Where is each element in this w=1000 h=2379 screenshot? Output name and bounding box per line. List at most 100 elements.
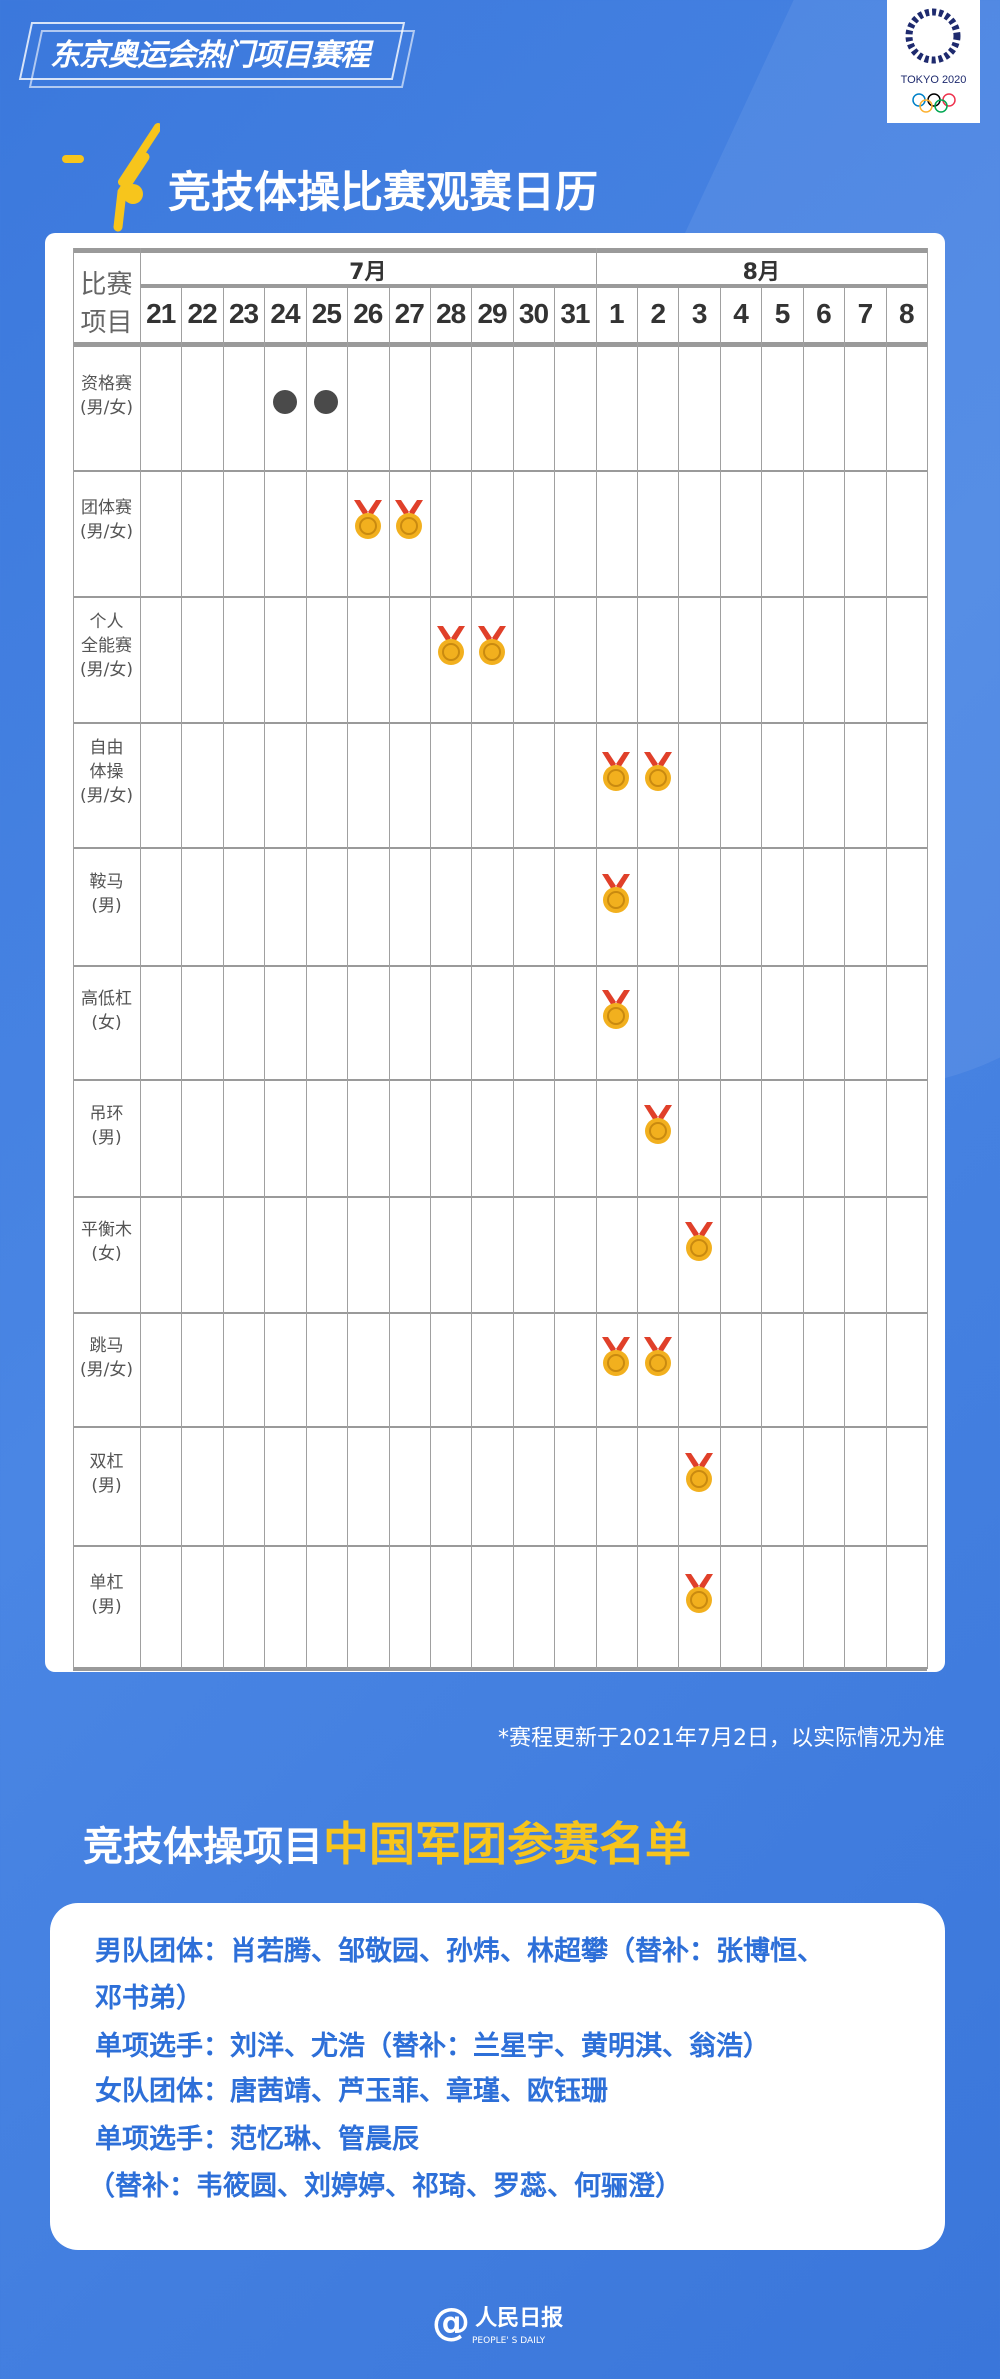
roster-line: （替补：韦筱圆、刘婷婷、祁琦、罗蕊、何骊澄） (88, 2171, 682, 2202)
column-divider (719, 288, 721, 1669)
event-label: 单杠 (男) (89, 1572, 124, 1617)
medal-icon (682, 1572, 716, 1616)
column-divider (388, 288, 390, 1669)
column-divider (347, 288, 349, 1669)
footnote: *赛程更新于2021年7月2日，以实际情况为准 (498, 1726, 945, 1751)
roster-card: 男队团体：肖若腾、邹敬园、孙炜、林超攀（替补：张博恒、 邓书弟） 单项选手：刘洋… (50, 1903, 945, 2250)
day-header: 28 (436, 298, 466, 329)
event-label: 自由 体操 (男/女) (80, 738, 133, 806)
day-header: 31 (560, 298, 590, 329)
banner-title: 东京奥运会热门项目赛程 (50, 38, 370, 73)
day-header: 8 (898, 298, 915, 329)
roster-line: 女队团体：唐茜靖、芦玉菲、章瑾、欧钰珊 (95, 2076, 608, 2107)
olympic-rings-icon (912, 93, 956, 113)
roster-title-white: 竞技体操项目 (83, 1824, 323, 1870)
logo-en: PEOPLE' S DAILY (472, 2336, 546, 2346)
column-divider (802, 288, 804, 1669)
medal-icon (682, 1220, 716, 1264)
event-label: 平衡木 (女) (81, 1220, 132, 1265)
row-divider (73, 1426, 927, 1428)
logo-cn: 人民日报 (475, 2306, 564, 2331)
roster-title: 竞技体操项目中国军团参赛名单 (83, 1808, 691, 1874)
row-divider (73, 1312, 927, 1314)
at-icon: @ (432, 2300, 470, 2344)
peoples-daily-logo: @ 人民日报 PEOPLE' S DAILY (432, 2300, 564, 2346)
event-label: 双杠 (男) (89, 1451, 124, 1496)
day-header: 26 (353, 298, 383, 329)
row-divider (73, 1196, 927, 1198)
column-divider (761, 288, 763, 1669)
medal-icon (641, 750, 675, 794)
day-header: 5 (774, 298, 791, 329)
row-divider (73, 1545, 927, 1547)
event-label: 团体赛 (男/女) (80, 498, 133, 543)
medal-icon (599, 750, 633, 794)
medal-icon (434, 624, 468, 668)
medal-icon (641, 1335, 675, 1379)
column-divider (554, 288, 556, 1669)
day-header: 4 (733, 298, 749, 329)
day-header: 25 (311, 298, 342, 329)
tokyo-2020-logo: TOKYO 2020 (887, 0, 980, 123)
day-header: 22 (187, 298, 218, 329)
medal-icon (351, 498, 385, 542)
row-divider (73, 847, 927, 849)
column-divider (678, 288, 680, 1669)
column-divider (264, 288, 266, 1669)
column-divider (844, 288, 846, 1669)
row-divider (73, 596, 927, 598)
calendar-card (45, 233, 945, 1672)
day-header: 3 (691, 298, 708, 329)
medal-icon (599, 1335, 633, 1379)
day-header: 7 (857, 298, 874, 329)
grid-left-border (73, 248, 74, 1669)
month-header: 8月 (742, 260, 780, 285)
medal-icon (599, 872, 633, 916)
roster-line: 男队团体：肖若腾、邹敬园、孙炜、林超攀（替补：张博恒、 (95, 1936, 824, 1967)
qualification-dot (314, 390, 339, 415)
day-header: 6 (816, 298, 832, 329)
column-divider (512, 288, 514, 1669)
tokyo-emblem-icon (905, 8, 961, 64)
day-header: 21 (146, 298, 176, 329)
medal-icon (599, 988, 633, 1032)
medal-icon (682, 1451, 716, 1495)
day-header: 2 (650, 298, 666, 329)
day-header: 30 (518, 298, 549, 329)
event-label: 跳马 (男/女) (80, 1335, 133, 1380)
corner-label: 比赛 项目 (80, 270, 133, 338)
row-divider (73, 722, 927, 724)
column-divider (885, 288, 887, 1669)
column-divider (595, 248, 597, 1669)
day-header: 27 (394, 298, 425, 329)
grid-bottom-bar (73, 1667, 927, 1671)
column-divider (471, 288, 473, 1669)
medal-icon (392, 498, 426, 542)
roster-line: 单项选手：范忆琳、管晨辰 (95, 2124, 419, 2155)
column-divider (181, 288, 183, 1669)
event-label: 高低杠 (女) (81, 988, 132, 1033)
day-header: 29 (477, 298, 507, 329)
event-label: 鞍马 (男) (89, 872, 124, 917)
column-divider (140, 248, 141, 1669)
roster-line: 单项选手：刘洋、尤浩（替补：兰星宇、黄明淇、翁浩） (95, 2031, 770, 2062)
logo-text: TOKYO 2020 (900, 74, 967, 86)
column-divider (429, 288, 431, 1669)
day-header: 1 (609, 298, 625, 329)
roster-line: 邓书弟） (95, 1983, 203, 2014)
row-divider (73, 1079, 927, 1081)
medal-icon (475, 624, 509, 668)
roster-title-yellow: 中国军团参赛名单 (323, 1817, 691, 1871)
event-label: 资格赛 (男/女) (80, 374, 133, 419)
column-divider (305, 288, 307, 1669)
medal-icon (641, 1103, 675, 1147)
grid-right-border (927, 248, 928, 1669)
row-divider (73, 965, 927, 967)
column-divider (222, 288, 224, 1669)
event-label: 吊环 (男) (89, 1103, 124, 1148)
row-divider (73, 470, 927, 472)
header-bottom-bar (73, 342, 927, 347)
gymnast-icon (62, 123, 160, 232)
day-header: 23 (228, 298, 259, 329)
column-divider (637, 288, 639, 1669)
